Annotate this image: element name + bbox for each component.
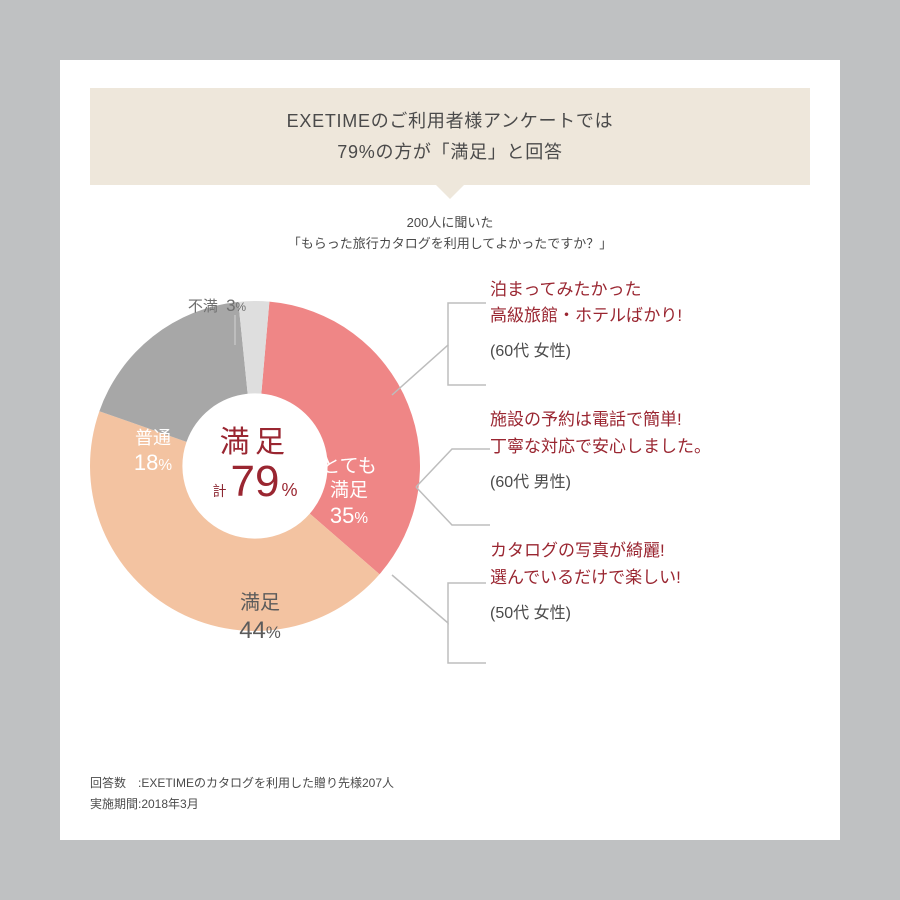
testimonial-3: カタログの写真が綺麗! 選んでいるだけで楽しい! (50代 女性) xyxy=(470,538,810,623)
headline-line-2: 79%の方が「満足」と回答 xyxy=(100,137,800,168)
testimonial-quote: 泊まってみたかった 高級旅館・ホテルばかり! xyxy=(490,277,810,330)
testimonial-attr: (60代 女性) xyxy=(490,337,810,361)
footer-notes: 回答数 :EXETIMEのカタログを利用した贈り先様207人 実施期間:2018… xyxy=(90,773,394,814)
headline-line-1: EXETIMEのご利用者様アンケートでは xyxy=(100,106,800,137)
subheading-line-1: 200人に聞いた xyxy=(90,213,810,234)
slice-label-unsatisfied: 不満 3% xyxy=(172,295,262,317)
slice-label-very-satisfied: とても 満足 35% xyxy=(304,455,394,530)
footer-line-2: 実施期間:2018年3月 xyxy=(90,794,394,814)
headline-banner: EXETIMEのご利用者様アンケートでは 79%の方が「満足」と回答 xyxy=(90,88,810,185)
chart-area: 満足 計 79 % とても 満足 35% 満足 44% 普通 18% xyxy=(90,277,810,717)
testimonial-2: 施設の予約は電話で簡単! 丁寧な対応で安心しました。 (60代 男性) xyxy=(470,407,810,492)
testimonial-attr: (60代 男性) xyxy=(490,468,810,492)
card: EXETIMEのご利用者様アンケートでは 79%の方が「満足」と回答 200人に… xyxy=(60,60,840,840)
donut-chart: 満足 計 79 % とても 満足 35% 満足 44% 普通 18% xyxy=(90,301,420,631)
footer-line-1: 回答数 :EXETIMEのカタログを利用した贈り先様207人 xyxy=(90,773,394,793)
testimonial-attr: (50代 女性) xyxy=(490,599,810,623)
banner-pointer-icon xyxy=(436,185,464,199)
subheading-line-2: 「もらった旅行カタログを利用してよかったですか？」 xyxy=(90,234,810,255)
slice-label-normal: 普通 18% xyxy=(108,427,198,477)
slice-label-satisfied: 満足 44% xyxy=(200,591,320,646)
unsatisfied-leader-line xyxy=(234,315,236,345)
testimonial-quote: カタログの写真が綺麗! 選んでいるだけで楽しい! xyxy=(490,538,810,591)
testimonial-1: 泊まってみたかった 高級旅館・ホテルばかり! (60代 女性) xyxy=(470,277,810,362)
testimonial-quote: 施設の予約は電話で簡単! 丁寧な対応で安心しました。 xyxy=(490,407,810,460)
testimonials: 泊まってみたかった 高級旅館・ホテルばかり! (60代 女性) 施設の予約は電話… xyxy=(470,277,810,669)
subheading: 200人に聞いた 「もらった旅行カタログを利用してよかったですか？」 xyxy=(90,213,810,255)
